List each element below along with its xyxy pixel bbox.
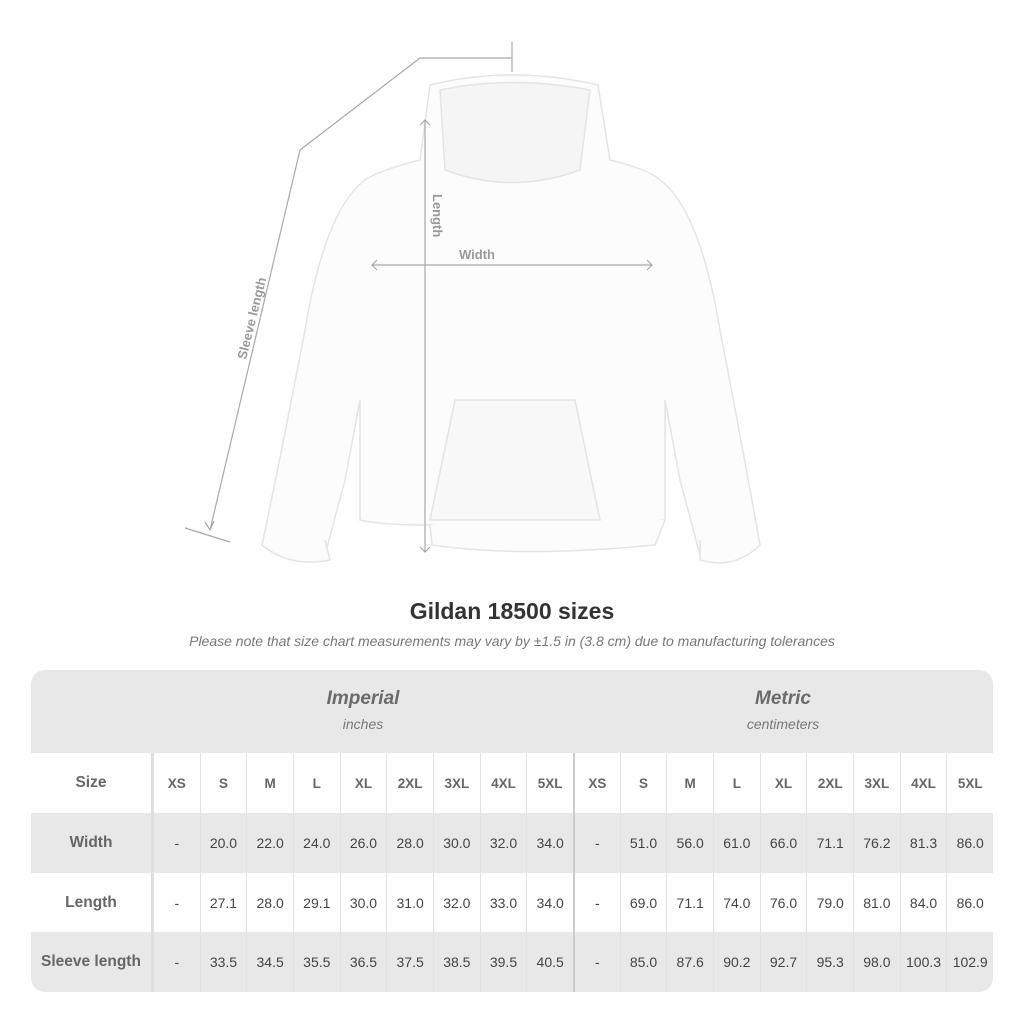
- tolerance-note: Please note that size chart measurements…: [189, 633, 835, 649]
- table-row: Width -20.0 22.0 24.0 26.0 28.0 30.0 32.0 34.0-5…: [31, 813, 993, 873]
- imperial-value-cell: 28.0: [386, 813, 433, 873]
- imperial-value-cell: 36.5: [339, 932, 387, 992]
- imperial-value-cell: 38.5: [432, 932, 480, 992]
- imperial-size-header: S: [199, 753, 247, 813]
- metric-size-header: XL: [759, 753, 807, 813]
- imperial-value-cell: 33.0: [479, 873, 527, 932]
- metric-value-cell: -: [573, 932, 620, 992]
- table-row: Sleeve length -33.5 34.5 35.5 36.5 37.5 38.5 39…: [31, 932, 993, 992]
- metric-value-cell: -: [573, 813, 620, 873]
- metric-value-cell: 81.0: [853, 873, 900, 932]
- imperial-value-cell: 32.0: [479, 813, 527, 873]
- size-label: Size: [31, 753, 153, 813]
- size-table: Imperial inches Metric centimeters Size X…: [31, 670, 993, 992]
- metric-value-cell: 85.0: [619, 932, 667, 992]
- metric-size-header: L: [713, 753, 760, 813]
- metric-value-cell: -: [573, 873, 620, 932]
- imperial-size-header: XS: [152, 753, 200, 813]
- metric-title: Metric: [755, 688, 811, 709]
- imperial-size-header: 4XL: [479, 753, 527, 813]
- page-title: Gildan 18500 sizes: [409, 598, 615, 624]
- metric-value-cell: 71.1: [806, 813, 853, 873]
- imperial-value-cell: 31.0: [386, 873, 433, 932]
- row-label: Width: [31, 813, 153, 873]
- metric-unit: centimeters: [746, 716, 820, 732]
- row-label: Length: [31, 873, 153, 932]
- imperial-value-cell: 35.5: [292, 932, 340, 992]
- sleeve-length-label: Sleeve length: [234, 276, 269, 361]
- imperial-title: Imperial: [326, 688, 400, 709]
- metric-value-cell: 86.0: [946, 873, 993, 932]
- metric-size-header: 5XL: [946, 753, 993, 813]
- imperial-value-cell: -: [152, 813, 200, 873]
- hoodie-diagram: Sleeve length Length Width: [184, 42, 761, 564]
- metric-value-cell: 98.0: [853, 932, 900, 992]
- metric-value-cell: 56.0: [666, 813, 713, 873]
- size-header-row: Size XS S M L XL 2XL 3XL 4XL 5XL XS S M L XL 2XL 3XL 4XL 5…: [31, 753, 993, 813]
- imperial-value-cell: 27.1: [199, 873, 247, 932]
- imperial-unit: inches: [342, 716, 384, 732]
- imperial-size-header: 5XL: [526, 753, 573, 813]
- imperial-value-cell: -: [152, 873, 200, 932]
- imperial-value-cell: 22.0: [246, 813, 293, 873]
- imperial-value-cell: 24.0: [292, 813, 340, 873]
- imperial-value-cell: 26.0: [339, 813, 387, 873]
- metric-size-header: 2XL: [806, 753, 853, 813]
- imperial-value-cell: 28.0: [246, 873, 293, 932]
- imperial-value-cell: 40.5: [526, 932, 573, 992]
- metric-value-cell: 76.0: [759, 873, 807, 932]
- imperial-value-cell: 32.0: [432, 873, 480, 932]
- metric-size-header: M: [666, 753, 713, 813]
- imperial-value-cell: 30.0: [339, 873, 387, 932]
- metric-value-cell: 90.2: [713, 932, 760, 992]
- metric-value-cell: 95.3: [806, 932, 853, 992]
- metric-value-cell: 87.6: [666, 932, 713, 992]
- imperial-size-header: L: [292, 753, 340, 813]
- metric-value-cell: 102.9: [946, 932, 993, 992]
- imperial-value-cell: -: [152, 932, 200, 992]
- metric-value-cell: 100.3: [899, 932, 947, 992]
- metric-value-cell: 69.0: [619, 873, 667, 932]
- imperial-value-cell: 34.0: [526, 813, 573, 873]
- metric-value-cell: 71.1: [666, 873, 713, 932]
- imperial-value-cell: 30.0: [432, 813, 480, 873]
- imperial-value-cell: 34.5: [246, 932, 293, 992]
- imperial-value-cell: 34.0: [526, 873, 573, 932]
- metric-value-cell: 92.7: [759, 932, 807, 992]
- metric-size-header: S: [619, 753, 667, 813]
- length-label: Length: [430, 194, 445, 237]
- metric-value-cell: 86.0: [946, 813, 993, 873]
- measurement-lines: [184, 42, 653, 553]
- metric-value-cell: 74.0: [713, 873, 760, 932]
- imperial-value-cell: 37.5: [386, 932, 433, 992]
- metric-value-cell: 66.0: [759, 813, 807, 873]
- metric-value-cell: 61.0: [713, 813, 760, 873]
- imperial-value-cell: 33.5: [199, 932, 247, 992]
- row-label: Sleeve length: [31, 932, 153, 992]
- metric-header: Metric centimeters: [573, 670, 993, 753]
- metric-value-cell: 51.0: [619, 813, 667, 873]
- metric-size-header: XS: [573, 753, 620, 813]
- metric-value-cell: 81.3: [899, 813, 947, 873]
- metric-value-cell: 79.0: [806, 873, 853, 932]
- imperial-header: Imperial inches: [153, 670, 573, 753]
- imperial-size-header: XL: [339, 753, 387, 813]
- imperial-value-cell: 20.0: [199, 813, 247, 873]
- imperial-size-header: 2XL: [386, 753, 433, 813]
- metric-size-header: 3XL: [853, 753, 900, 813]
- imperial-size-header: 3XL: [432, 753, 480, 813]
- hoodie-illustration: [261, 74, 761, 564]
- table-row: Length -27.1 28.0 29.1 30.0 31.0 32.0 33.0 34.0-…: [31, 873, 993, 932]
- width-label: Width: [459, 247, 495, 262]
- imperial-value-cell: 29.1: [292, 873, 340, 932]
- imperial-size-header: M: [246, 753, 293, 813]
- imperial-value-cell: 39.5: [479, 932, 527, 992]
- metric-value-cell: 76.2: [853, 813, 900, 873]
- metric-size-header: 4XL: [899, 753, 947, 813]
- metric-value-cell: 84.0: [899, 873, 947, 932]
